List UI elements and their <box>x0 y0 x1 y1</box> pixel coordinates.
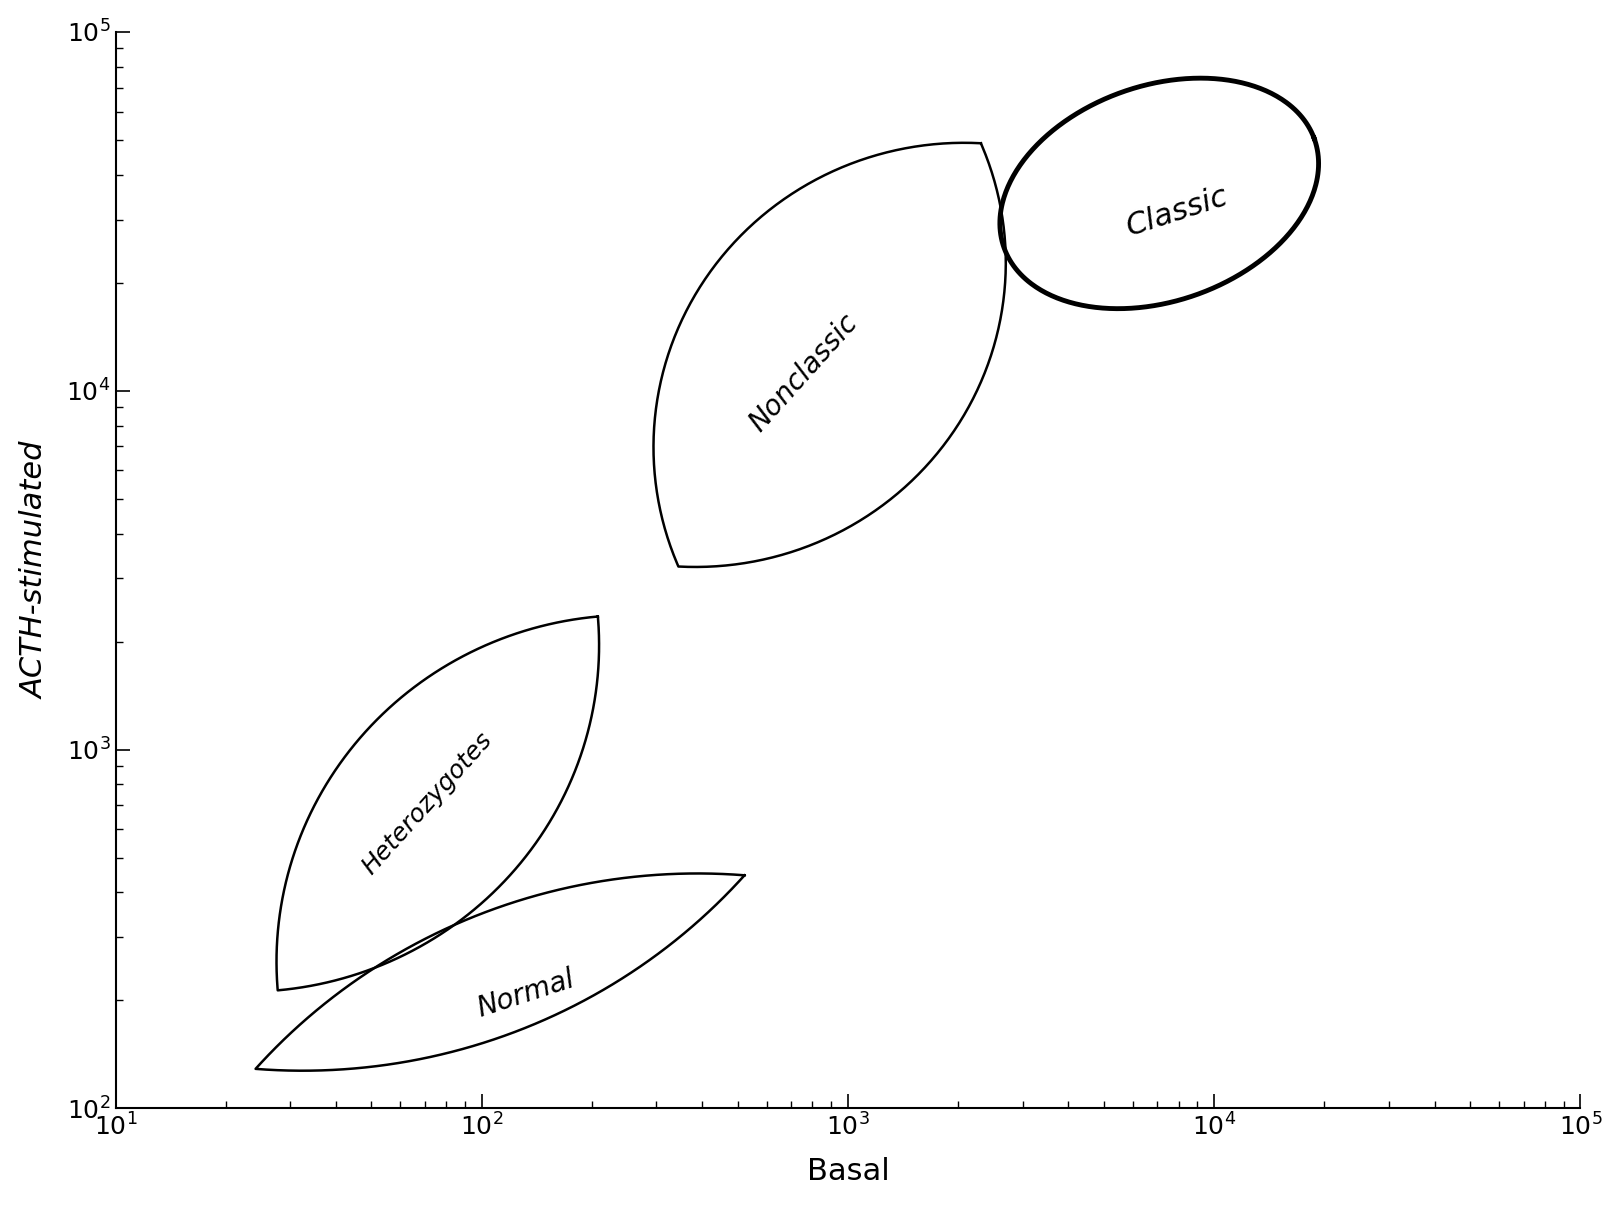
X-axis label: Basal: Basal <box>807 1158 889 1186</box>
Text: Classic: Classic <box>1123 181 1232 241</box>
Text: Nonclassic: Nonclassic <box>745 309 863 437</box>
Y-axis label: ACTH-stimulated: ACTH-stimulated <box>21 442 50 699</box>
Text: Heterozygotes: Heterozygotes <box>357 728 497 879</box>
Text: Normal: Normal <box>474 964 578 1022</box>
